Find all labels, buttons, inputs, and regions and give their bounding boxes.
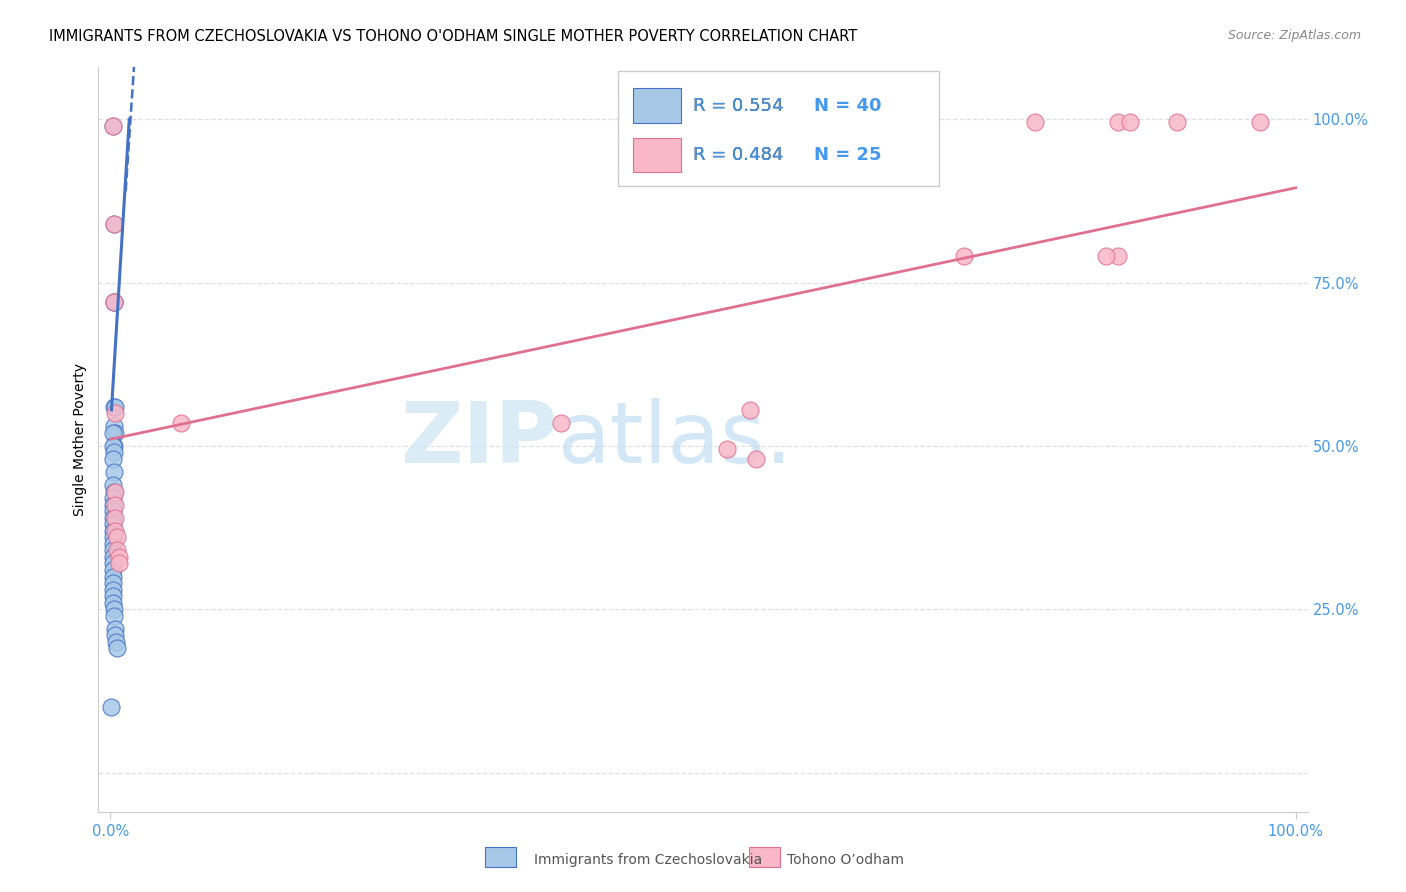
- Point: [101, 596, 124, 610]
- Point: [103, 608, 125, 623]
- Bar: [749, 847, 780, 867]
- Point: [101, 504, 124, 518]
- Point: [104, 400, 127, 414]
- Point: [103, 217, 125, 231]
- Text: R = 0.554: R = 0.554: [693, 96, 783, 115]
- Point: [101, 582, 124, 597]
- Point: [103, 445, 125, 459]
- Point: [107, 549, 129, 564]
- Point: [170, 416, 193, 430]
- Point: [103, 295, 125, 310]
- Point: [101, 439, 124, 453]
- Point: [716, 442, 738, 456]
- Point: [1166, 115, 1188, 129]
- Point: [101, 589, 124, 603]
- Bar: [633, 88, 682, 123]
- Point: [101, 549, 124, 564]
- Point: [103, 217, 125, 231]
- Point: [101, 451, 124, 466]
- Text: ZIP: ZIP: [401, 398, 558, 481]
- Point: [103, 295, 125, 310]
- Point: [1024, 115, 1046, 129]
- Point: [1249, 115, 1271, 129]
- Point: [101, 576, 124, 591]
- FancyBboxPatch shape: [619, 70, 939, 186]
- Point: [105, 635, 128, 649]
- Point: [103, 439, 125, 453]
- Text: Immigrants from Czechoslovakia: Immigrants from Czechoslovakia: [534, 853, 762, 867]
- Point: [101, 119, 124, 133]
- Text: N = 25: N = 25: [814, 145, 882, 164]
- Point: [105, 543, 128, 558]
- Point: [952, 249, 974, 263]
- Y-axis label: Single Mother Poverty: Single Mother Poverty: [73, 363, 87, 516]
- Point: [101, 478, 124, 492]
- Point: [550, 416, 572, 430]
- Text: R = 0.554: R = 0.554: [693, 96, 783, 115]
- Point: [104, 484, 127, 499]
- Text: atlas.: atlas.: [558, 398, 793, 481]
- Point: [104, 425, 127, 440]
- Point: [103, 484, 125, 499]
- Bar: [633, 137, 682, 172]
- Point: [101, 510, 124, 524]
- Point: [104, 406, 127, 420]
- Point: [101, 524, 124, 538]
- Point: [103, 465, 125, 479]
- Point: [101, 543, 124, 558]
- Point: [100, 700, 122, 714]
- Point: [1107, 115, 1129, 129]
- Point: [101, 498, 124, 512]
- Point: [103, 295, 125, 310]
- Point: [101, 530, 124, 544]
- Point: [1095, 249, 1118, 263]
- Bar: [485, 847, 516, 867]
- Point: [101, 119, 124, 133]
- Point: [101, 425, 124, 440]
- Point: [1119, 115, 1142, 129]
- Text: R = 0.484: R = 0.484: [693, 145, 783, 164]
- Text: IMMIGRANTS FROM CZECHOSLOVAKIA VS TOHONO O'ODHAM SINGLE MOTHER POVERTY CORRELATI: IMMIGRANTS FROM CZECHOSLOVAKIA VS TOHONO…: [49, 29, 858, 44]
- Point: [101, 557, 124, 571]
- Point: [740, 403, 762, 417]
- Point: [101, 569, 124, 583]
- Point: [745, 451, 768, 466]
- Point: [1107, 249, 1129, 263]
- Point: [103, 400, 125, 414]
- Point: [101, 563, 124, 577]
- Point: [101, 537, 124, 551]
- Text: Source: ZipAtlas.com: Source: ZipAtlas.com: [1227, 29, 1361, 42]
- Point: [105, 641, 128, 656]
- Text: Tohono O’odham: Tohono O’odham: [787, 853, 904, 867]
- Point: [101, 517, 124, 532]
- Point: [104, 622, 127, 636]
- Point: [104, 510, 127, 524]
- Point: [103, 602, 125, 616]
- Point: [107, 557, 129, 571]
- Text: N = 40: N = 40: [814, 96, 882, 115]
- Point: [101, 491, 124, 505]
- Text: R = 0.484: R = 0.484: [693, 145, 783, 164]
- Point: [104, 498, 127, 512]
- Point: [104, 628, 127, 642]
- Point: [104, 524, 127, 538]
- Point: [103, 419, 125, 434]
- Point: [105, 530, 128, 544]
